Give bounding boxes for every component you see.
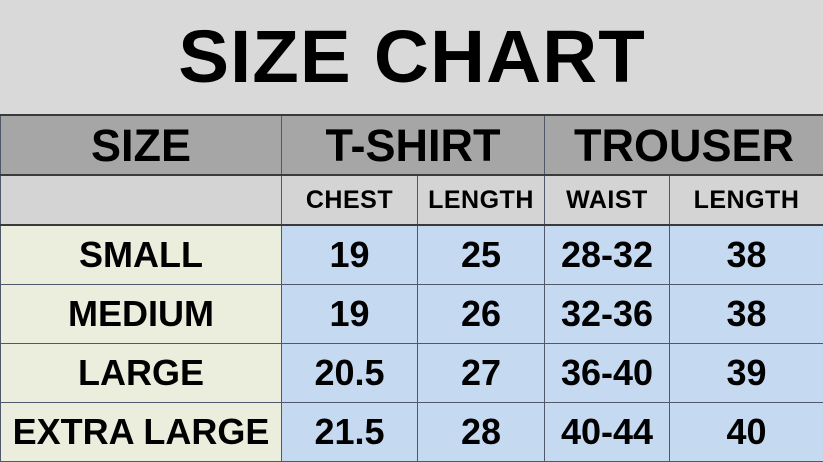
cell-trouser-waist: 36-40 <box>544 342 670 403</box>
cell-trouser-length: 38 <box>668 224 823 285</box>
cell-tshirt-length: 26 <box>417 283 545 344</box>
sub-header-tshirt-length: LENGTH <box>417 174 545 226</box>
cell-tshirt-chest: 19 <box>281 283 418 344</box>
sub-header-chest: CHEST <box>281 174 418 226</box>
cell-tshirt-length: 25 <box>417 224 545 285</box>
sub-header-waist: WAIST <box>544 174 670 226</box>
cell-size: SMALL <box>0 224 282 285</box>
sub-header-blank <box>0 174 282 226</box>
cell-tshirt-length: 27 <box>417 342 545 403</box>
chart-title-bar: SIZE CHART <box>0 0 823 114</box>
cell-tshirt-length: 28 <box>417 401 545 462</box>
sub-header-trouser-length: LENGTH <box>668 174 823 226</box>
table-row: EXTRA LARGE 21.5 28 40-44 40 <box>0 401 823 462</box>
size-chart-table: SIZE T-SHIRT TROUSER CHEST LENGTH WAIST … <box>0 114 823 462</box>
sub-header-row: CHEST LENGTH WAIST LENGTH <box>0 174 823 226</box>
cell-size: LARGE <box>0 342 282 403</box>
cell-tshirt-chest: 20.5 <box>281 342 418 403</box>
cell-size: MEDIUM <box>0 283 282 344</box>
cell-trouser-length: 38 <box>668 283 823 344</box>
cell-trouser-waist: 40-44 <box>544 401 670 462</box>
group-header-size: SIZE <box>0 114 282 176</box>
table-row: MEDIUM 19 26 32-36 38 <box>0 283 823 344</box>
cell-tshirt-chest: 19 <box>281 224 418 285</box>
cell-trouser-waist: 28-32 <box>544 224 670 285</box>
cell-trouser-length: 40 <box>668 401 823 462</box>
cell-size: EXTRA LARGE <box>0 401 282 462</box>
table-row: SMALL 19 25 28-32 38 <box>0 224 823 285</box>
table-row: LARGE 20.5 27 36-40 39 <box>0 342 823 403</box>
group-header-tshirt: T-SHIRT <box>281 114 545 176</box>
group-header-row: SIZE T-SHIRT TROUSER <box>0 114 823 176</box>
page-title: SIZE CHART <box>177 15 646 98</box>
cell-trouser-waist: 32-36 <box>544 283 670 344</box>
cell-tshirt-chest: 21.5 <box>281 401 418 462</box>
cell-trouser-length: 39 <box>668 342 823 403</box>
group-header-trouser: TROUSER <box>543 114 823 176</box>
